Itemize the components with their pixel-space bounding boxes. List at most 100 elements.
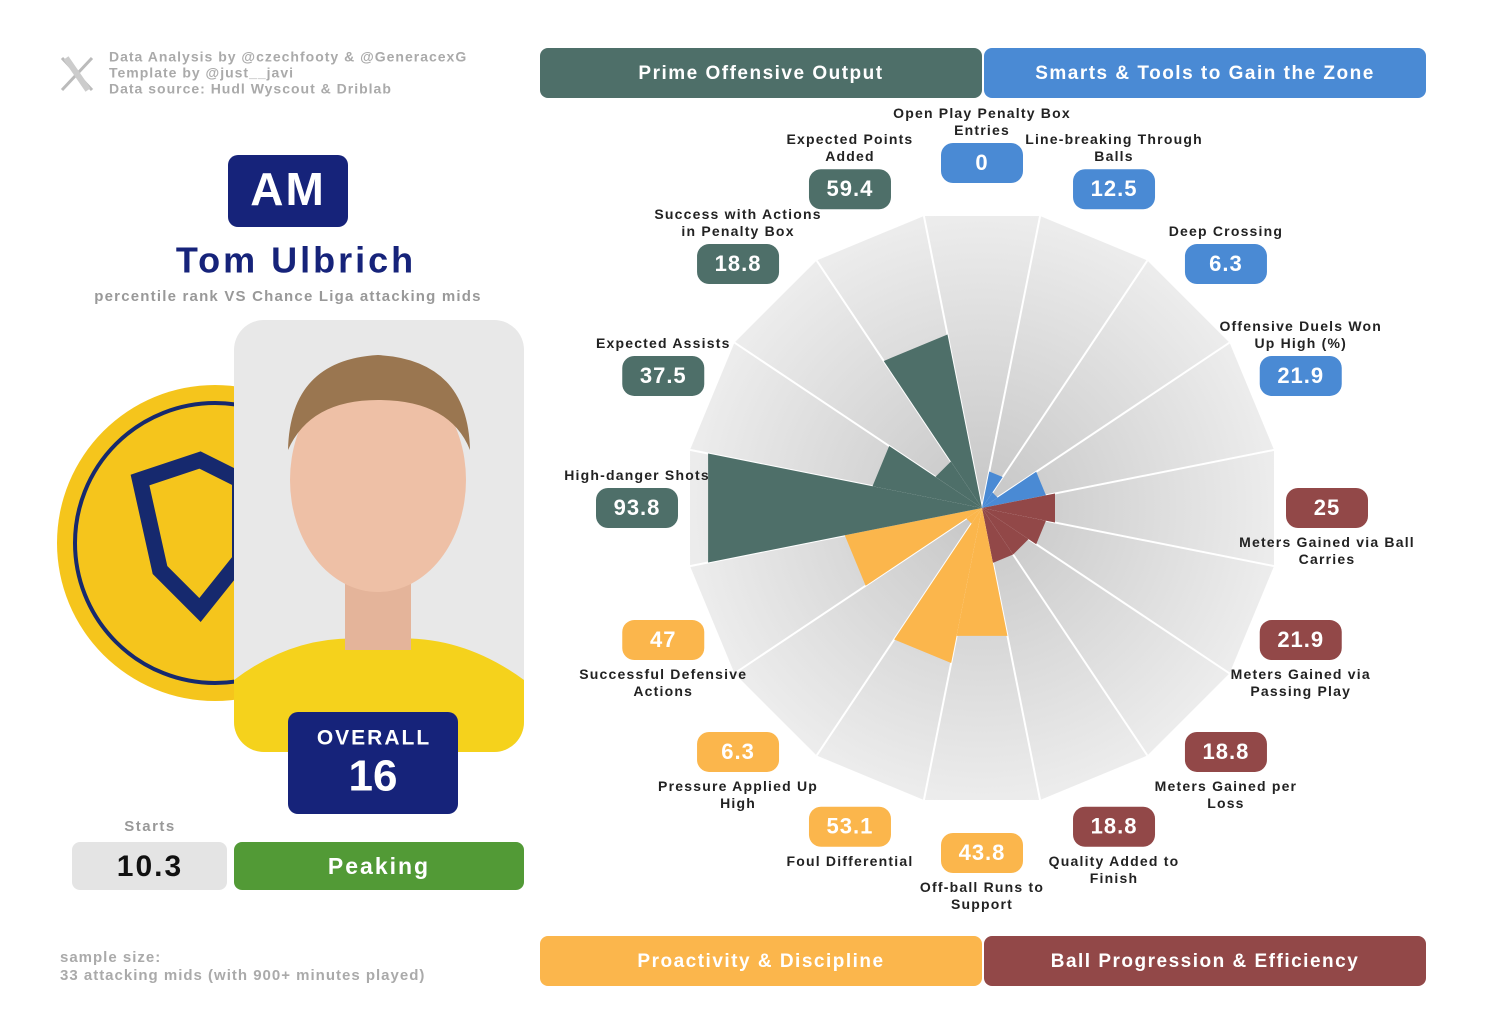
bar (982, 493, 1055, 523)
value-label: 18.8 (1091, 814, 1138, 839)
bar (982, 508, 1014, 563)
value-pill (1259, 620, 1342, 661)
bar (966, 508, 982, 524)
legend-box (540, 936, 982, 986)
value-label: 37.5 (640, 363, 687, 388)
value-label: 12.5 (1091, 176, 1138, 201)
credit: Data source: Hudl Wyscout & Driblab (109, 81, 392, 97)
value-label: 25 (1314, 495, 1340, 520)
value-pill (1184, 731, 1267, 772)
starts-value: 10.3 (117, 850, 183, 883)
legend-box (540, 48, 982, 98)
bar (872, 445, 982, 508)
radar-background (734, 260, 982, 508)
starts-label: Starts (124, 818, 176, 835)
radar-spoke (981, 259, 1149, 509)
radar-background (982, 508, 1230, 756)
bar (982, 508, 1029, 555)
category-label: Expected Points Added (786, 131, 914, 165)
value-pill (941, 833, 1023, 873)
radar-background (982, 216, 1148, 508)
radar-spoke (981, 215, 1042, 509)
category-label: Foul Differential (786, 852, 914, 869)
value-pill (941, 143, 1023, 183)
category-label: Quality Added to Finish (1048, 852, 1180, 886)
overall-box (288, 712, 458, 814)
radar-background (734, 508, 982, 756)
legend-label: Smarts & Tools to Gain the Zone (1035, 63, 1375, 84)
starts-box (72, 842, 227, 890)
bar (935, 461, 982, 508)
legend-label: Ball Progression & Efficiency (1051, 951, 1360, 972)
radar-background (923, 508, 1041, 800)
bar (956, 508, 1008, 636)
value-pill (1184, 244, 1267, 285)
bar (844, 508, 982, 586)
value-label: 21.9 (1277, 627, 1324, 652)
footer-note: sample size: (60, 949, 161, 966)
position: AM (250, 163, 326, 215)
status-box (234, 842, 524, 890)
category-label: Expected Assists (595, 334, 731, 351)
bar (982, 492, 998, 508)
status: Peaking (328, 853, 430, 879)
category-label: Successful Defensive Actions (579, 666, 748, 700)
x-logo (60, 56, 94, 92)
value-pill (1073, 169, 1156, 210)
category-label: High-danger Shots (564, 467, 710, 483)
category-label: Meters Gained via Ball Carries (1239, 534, 1415, 567)
bar (708, 453, 982, 563)
legend-box (984, 48, 1426, 98)
radar-background (982, 449, 1274, 567)
category-label: Meters Gained via Passing Play (1230, 666, 1371, 700)
bar (883, 334, 982, 508)
value-label: 18.8 (1203, 739, 1250, 764)
player-photo (234, 320, 524, 752)
radar-background (982, 508, 1274, 674)
radar-background (923, 216, 1041, 508)
category-label: Success with Actions in Penalty Box (654, 206, 822, 240)
value-pill (1259, 355, 1342, 396)
value-label: 43.8 (959, 840, 1006, 865)
category-label: Open Play Penalty Box Entries (893, 105, 1071, 138)
overall-label: OVERALL (317, 727, 431, 750)
radar-background (982, 508, 1148, 800)
value-pill (808, 169, 891, 210)
value-label: 6.3 (1209, 251, 1243, 276)
value-label: 59.4 (827, 176, 874, 201)
category-label: Off-ball Runs to Support (919, 879, 1045, 912)
value-pill (596, 488, 678, 528)
value-label: 18.8 (715, 251, 762, 276)
bar (894, 508, 982, 664)
value-label: 93.8 (614, 495, 661, 520)
value-label: 21.9 (1277, 363, 1324, 388)
category-label: Line-breaking Through Balls (1025, 131, 1203, 165)
category-label: Meters Gained per Loss (1154, 777, 1298, 811)
value-pill (622, 355, 705, 396)
value-pill (1073, 806, 1156, 847)
value-label: 0 (975, 150, 988, 175)
value-pill (1286, 488, 1368, 528)
category-label: Offensive Duels Won Up High (%) (1219, 317, 1383, 351)
legend-box (984, 936, 1426, 986)
legend-label: Prime Offensive Output (638, 63, 883, 84)
value-pill (697, 731, 780, 772)
value-label: 6.3 (721, 739, 755, 764)
player-name: Tom Ulbrich (176, 240, 416, 281)
credit: Template by @just__javi (109, 65, 294, 81)
position-badge (228, 155, 348, 227)
radar-background (982, 260, 1230, 508)
radar-background (982, 342, 1274, 508)
overall-value: 16 (349, 752, 398, 801)
bar (982, 471, 1046, 508)
value-pill (808, 806, 891, 847)
bar (982, 508, 1046, 545)
category-label: Deep Crossing (1168, 223, 1284, 240)
value-pill (697, 244, 780, 285)
bar (982, 471, 1003, 508)
category-label: Pressure Applied Up High (658, 777, 819, 811)
subtitle: percentile rank VS Chance Liga attacking… (94, 288, 481, 305)
value-label: 53.1 (827, 814, 874, 839)
